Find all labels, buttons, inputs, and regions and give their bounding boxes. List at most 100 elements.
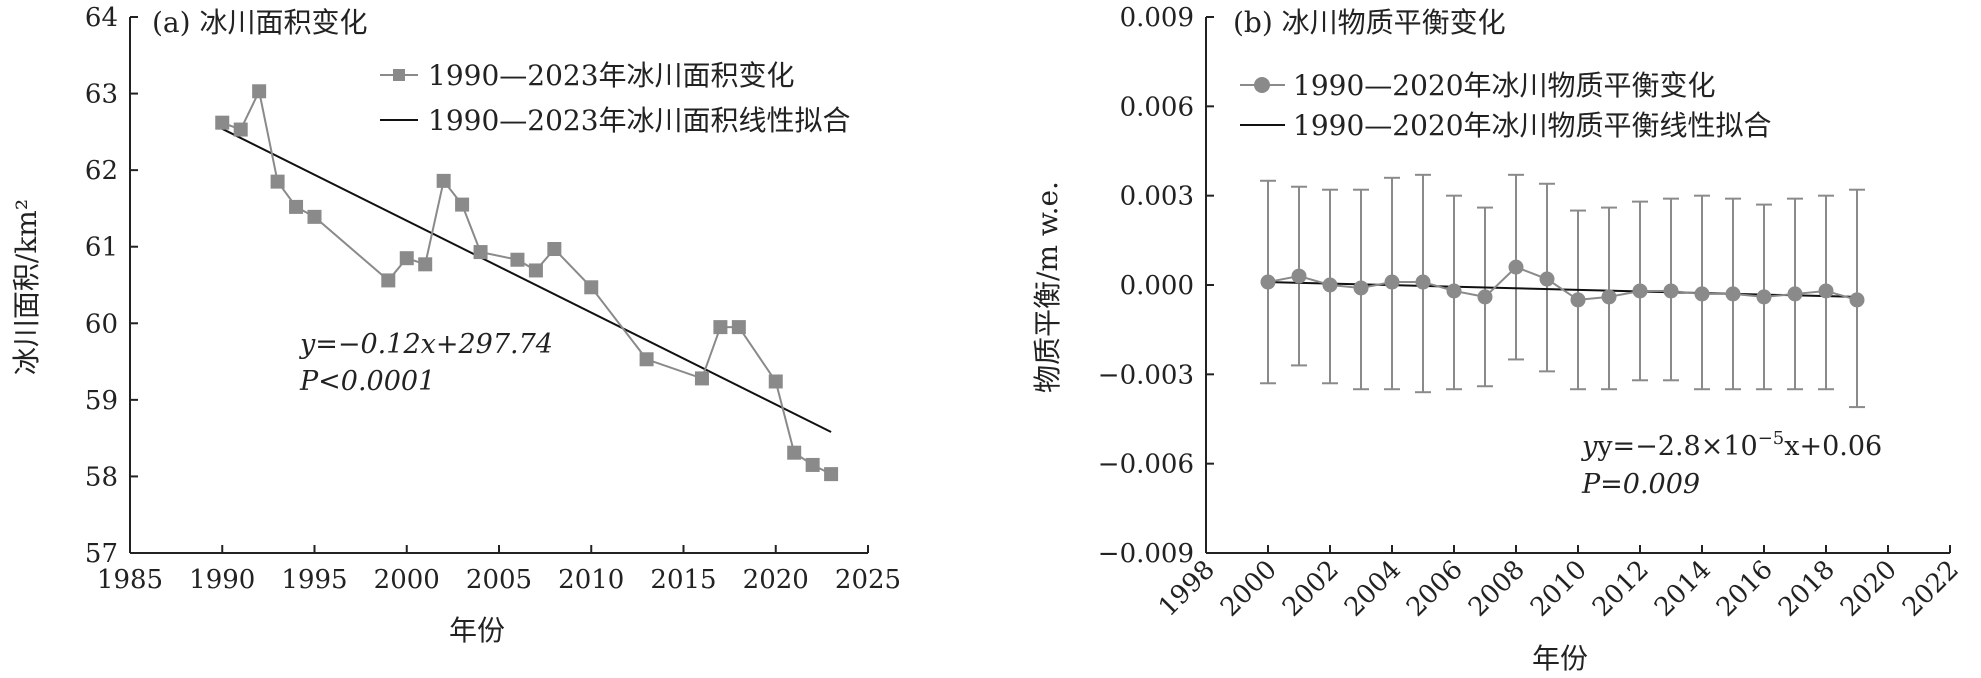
y-tick-label: −0.009 [1098, 539, 1194, 569]
area-data-point [547, 242, 562, 257]
area-data-point [528, 263, 543, 278]
panel-a-y-axis-label: 冰川面积/km² [10, 199, 43, 375]
x-tick-label: 2006 [1401, 555, 1469, 623]
x-tick-label: 2010 [558, 565, 624, 595]
panel-a-glacier-area: 1985 1990 1995 2000 2005 2010 2015 2020 2025 575… [10, 3, 901, 647]
y-tick-label: 59 [85, 386, 118, 416]
area-data-point [289, 199, 304, 214]
y-tick-label: −0.006 [1098, 450, 1194, 480]
panel-b-error-bars [1260, 173, 1865, 409]
y-tick-label: 64 [85, 3, 118, 33]
area-data-point [510, 252, 525, 267]
x-tick-label: 2016 [1711, 555, 1779, 623]
mass-data-point [1818, 283, 1834, 299]
panel-a-y-ticks: 57 58 59 60 61 62 63 64 [85, 3, 138, 569]
mass-data-point [1570, 292, 1586, 308]
mass-data-point [1787, 286, 1803, 302]
y-tick-label: 63 [85, 80, 118, 110]
area-data-point [233, 122, 248, 137]
mass-data-point [1322, 277, 1338, 293]
panel-b-equation-exponent: −5 [1758, 428, 1785, 449]
area-data-point [215, 115, 230, 130]
mass-data-point [1477, 289, 1493, 305]
panel-a-area-series [215, 84, 839, 482]
x-tick-label: 2018 [1773, 555, 1841, 623]
panel-b-x-axis-label: 年份 [1532, 642, 1588, 675]
legend-a-series-swatch-marker [393, 69, 405, 81]
mass-data-point [1415, 274, 1431, 290]
x-tick-label: 2008 [1463, 555, 1531, 623]
area-data-point [731, 320, 746, 335]
mass-data-point [1632, 283, 1648, 299]
mass-data-point [1725, 286, 1741, 302]
area-data-point [584, 280, 599, 295]
panel-b-mass-series [1260, 259, 1865, 308]
fit-line [221, 127, 832, 433]
y-tick-label: 60 [85, 309, 118, 339]
panel-b-mass-balance: 1998200020022004200620082010201220142016… [1031, 3, 1965, 675]
area-data-point [399, 251, 414, 266]
x-tick-label: 2015 [650, 565, 716, 595]
mass-data-point [1694, 286, 1710, 302]
x-tick-label: 2004 [1339, 555, 1407, 623]
panel-a-x-axis-label: 年份 [449, 614, 505, 647]
x-tick-label: 1985 [97, 565, 163, 595]
legend-b-series-swatch-marker [1254, 77, 1270, 93]
x-tick-label: 2022 [1897, 555, 1965, 623]
y-tick-label: 57 [85, 539, 118, 569]
mass-data-point [1446, 283, 1462, 299]
mass-data-point [1384, 274, 1400, 290]
mass-data-point [1601, 289, 1617, 305]
panel-b-y-ticks: −0.009 −0.006 −0.003 0.000 0.003 0.006 0.009 [1098, 3, 1214, 569]
area-data-point [768, 374, 783, 389]
x-tick-label: 2025 [835, 565, 901, 595]
y-tick-label: 61 [85, 233, 118, 263]
panel-b-equation-main: y=−2.8×10 [1596, 431, 1757, 462]
panel-a-axes [129, 17, 868, 554]
area-data-point [270, 174, 285, 189]
legend-b-fit-label: 1990—2020年冰川物质平衡线性拟合 [1293, 109, 1772, 142]
panel-b-y-axis-label: 物质平衡/m w.e. [1031, 181, 1064, 393]
area-data-point [824, 467, 839, 482]
x-tick-label: 2012 [1587, 555, 1655, 623]
y-tick-label: 62 [85, 156, 118, 186]
y-tick-label: 0.003 [1120, 182, 1194, 212]
panel-b-title: (b) 冰川物质平衡变化 [1233, 6, 1506, 39]
area-data-point [418, 257, 433, 272]
mass-data-point [1291, 268, 1307, 284]
area-data-point [805, 457, 820, 472]
area-data-point [436, 173, 451, 188]
area-data-point [252, 84, 267, 99]
panel-a-title: (a) 冰川面积变化 [152, 6, 367, 39]
area-data-point [694, 371, 709, 386]
mass-data-point [1508, 259, 1524, 275]
x-tick-label: 2014 [1649, 555, 1717, 623]
legend-a-fit-label: 1990—2023年冰川面积线性拟合 [428, 104, 851, 137]
area-series-line [221, 88, 832, 476]
panel-a-fit-line [221, 127, 832, 433]
y-tick-label: 58 [85, 462, 118, 492]
x-tick-label: 2000 [374, 565, 440, 595]
y-tick-label: −0.003 [1098, 360, 1194, 390]
panel-b-equation: yy=−2.8×10−5x+0.06 [1581, 428, 1882, 462]
legend-b-series-label: 1990—2020年冰川物质平衡变化 [1293, 69, 1716, 102]
area-data-point [455, 197, 470, 212]
mass-data-point [1756, 289, 1772, 305]
y-tick-label: 0.009 [1120, 3, 1194, 33]
x-tick-label: 2000 [1215, 555, 1283, 623]
x-tick-label: 2020 [1835, 555, 1903, 623]
mass-data-point [1663, 283, 1679, 299]
area-data-point [473, 245, 488, 260]
area-data-point [381, 273, 396, 288]
panel-a-pvalue: P<0.0001 [299, 366, 435, 397]
panel-b-x-ticks: 1998200020022004200620082010201220142016… [1153, 545, 1965, 623]
panel-a-equation: y=−0.12x+297.74 [299, 329, 553, 360]
x-tick-label: 2002 [1277, 555, 1345, 623]
x-tick-label: 2005 [466, 565, 532, 595]
area-data-point [713, 320, 728, 335]
mass-data-point [1539, 271, 1555, 287]
y-tick-label: 0.000 [1120, 271, 1194, 301]
mass-data-point [1849, 292, 1865, 308]
x-tick-label: 2010 [1525, 555, 1593, 623]
